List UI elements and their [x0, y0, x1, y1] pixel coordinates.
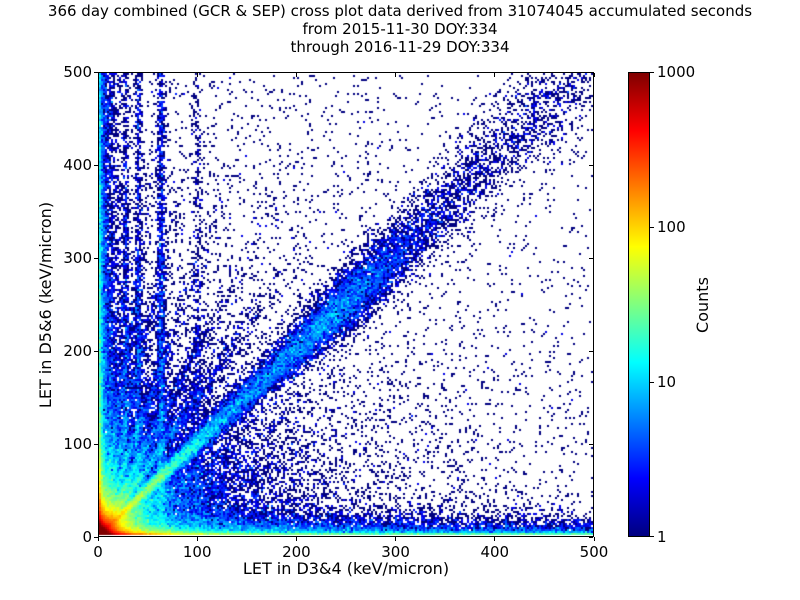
- plot-title-line-3: through 2016-11-29 DOY:334: [290, 38, 510, 56]
- y-tick-label: 100: [63, 435, 92, 453]
- y-tick-mark-right: [589, 164, 593, 166]
- x-tick-label: 300: [381, 543, 410, 561]
- y-tick-mark-right: [589, 443, 593, 445]
- x-tick-label: 200: [282, 543, 311, 561]
- plot-title-line-1: 366 day combined (GCR & SEP) cross plot …: [47, 2, 753, 20]
- x-tick-label: 0: [93, 543, 103, 561]
- plot-title-line-2: from 2015-11-30 DOY:334: [302, 20, 498, 38]
- x-tick-mark: [395, 537, 397, 541]
- x-tick-label: 400: [480, 543, 510, 561]
- y-tick-label: 300: [63, 249, 92, 267]
- x-tick-mark: [97, 537, 99, 541]
- y-tick-mark-right: [589, 71, 593, 73]
- x-tick-mark-top: [593, 73, 595, 77]
- y-tick-mark-right: [589, 536, 593, 538]
- y-tick-mark-right: [589, 257, 593, 259]
- y-tick-mark: [94, 164, 98, 166]
- colorbar-tick-mark: [650, 226, 654, 228]
- y-tick-label: 0: [82, 528, 92, 546]
- y-tick-mark-right: [589, 350, 593, 352]
- density-canvas: [99, 73, 593, 536]
- x-tick-mark-top: [295, 73, 297, 77]
- x-tick-mark: [295, 537, 297, 541]
- y-tick-mark: [94, 71, 98, 73]
- colorbar-tick-mark: [650, 381, 654, 383]
- x-tick-mark-top: [395, 73, 397, 77]
- x-tick-label: 100: [182, 543, 212, 561]
- y-tick-label: 400: [63, 156, 92, 174]
- colorbar-tick-label: 10: [657, 373, 677, 391]
- x-tick-mark: [593, 537, 595, 541]
- y-tick-mark: [94, 350, 98, 352]
- colorbar-gradient: [629, 73, 649, 536]
- colorbar-label: Counts: [693, 277, 712, 333]
- y-axis-label: LET in D5&6 (keV/micron): [36, 201, 55, 409]
- x-tick-mark: [494, 537, 496, 541]
- colorbar-tick-label: 1: [657, 528, 667, 546]
- plot-area: [98, 72, 594, 537]
- y-tick-mark: [94, 536, 98, 538]
- colorbar-tick-mark: [650, 71, 654, 73]
- y-tick-mark: [94, 257, 98, 259]
- colorbar-tick-label: 1000: [657, 63, 696, 81]
- x-tick-mark-top: [196, 73, 198, 77]
- plot-title: 366 day combined (GCR & SEP) cross plot …: [0, 2, 800, 56]
- colorbar-tick-mark: [650, 535, 654, 537]
- x-axis-label: LET in D3&4 (keV/micron): [242, 559, 450, 578]
- y-tick-label: 200: [63, 342, 92, 360]
- y-tick-label: 500: [63, 63, 92, 81]
- x-tick-mark-top: [97, 73, 99, 77]
- x-tick-label: 500: [579, 543, 609, 561]
- x-tick-mark: [196, 537, 198, 541]
- x-tick-mark-top: [494, 73, 496, 77]
- colorbar-tick-label: 100: [657, 218, 686, 236]
- colorbar: [628, 72, 650, 537]
- y-tick-mark: [94, 443, 98, 445]
